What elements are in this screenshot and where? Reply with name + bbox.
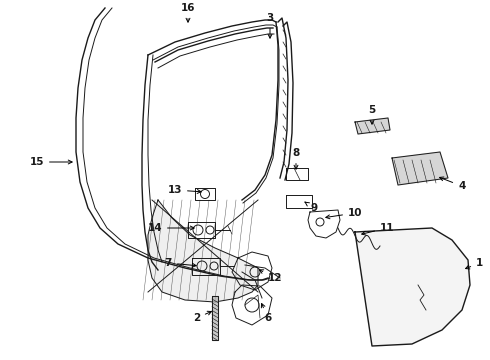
Text: 2: 2 <box>193 311 212 323</box>
Polygon shape <box>355 118 390 134</box>
Polygon shape <box>212 296 218 340</box>
Polygon shape <box>392 152 448 185</box>
Text: 9: 9 <box>305 202 317 213</box>
Text: 4: 4 <box>440 177 466 191</box>
Text: 11: 11 <box>362 223 394 235</box>
Polygon shape <box>148 200 258 302</box>
Text: 14: 14 <box>147 223 194 233</box>
Text: 15: 15 <box>29 157 72 167</box>
Text: 13: 13 <box>168 185 201 195</box>
Text: 7: 7 <box>165 258 196 268</box>
Text: 10: 10 <box>326 208 363 219</box>
Text: 8: 8 <box>293 148 299 169</box>
Text: 16: 16 <box>181 3 195 22</box>
Text: 6: 6 <box>261 303 271 323</box>
Text: 3: 3 <box>267 13 273 38</box>
Polygon shape <box>355 228 470 346</box>
Text: 12: 12 <box>259 270 283 283</box>
Text: 5: 5 <box>368 105 376 124</box>
Text: 1: 1 <box>466 258 483 269</box>
